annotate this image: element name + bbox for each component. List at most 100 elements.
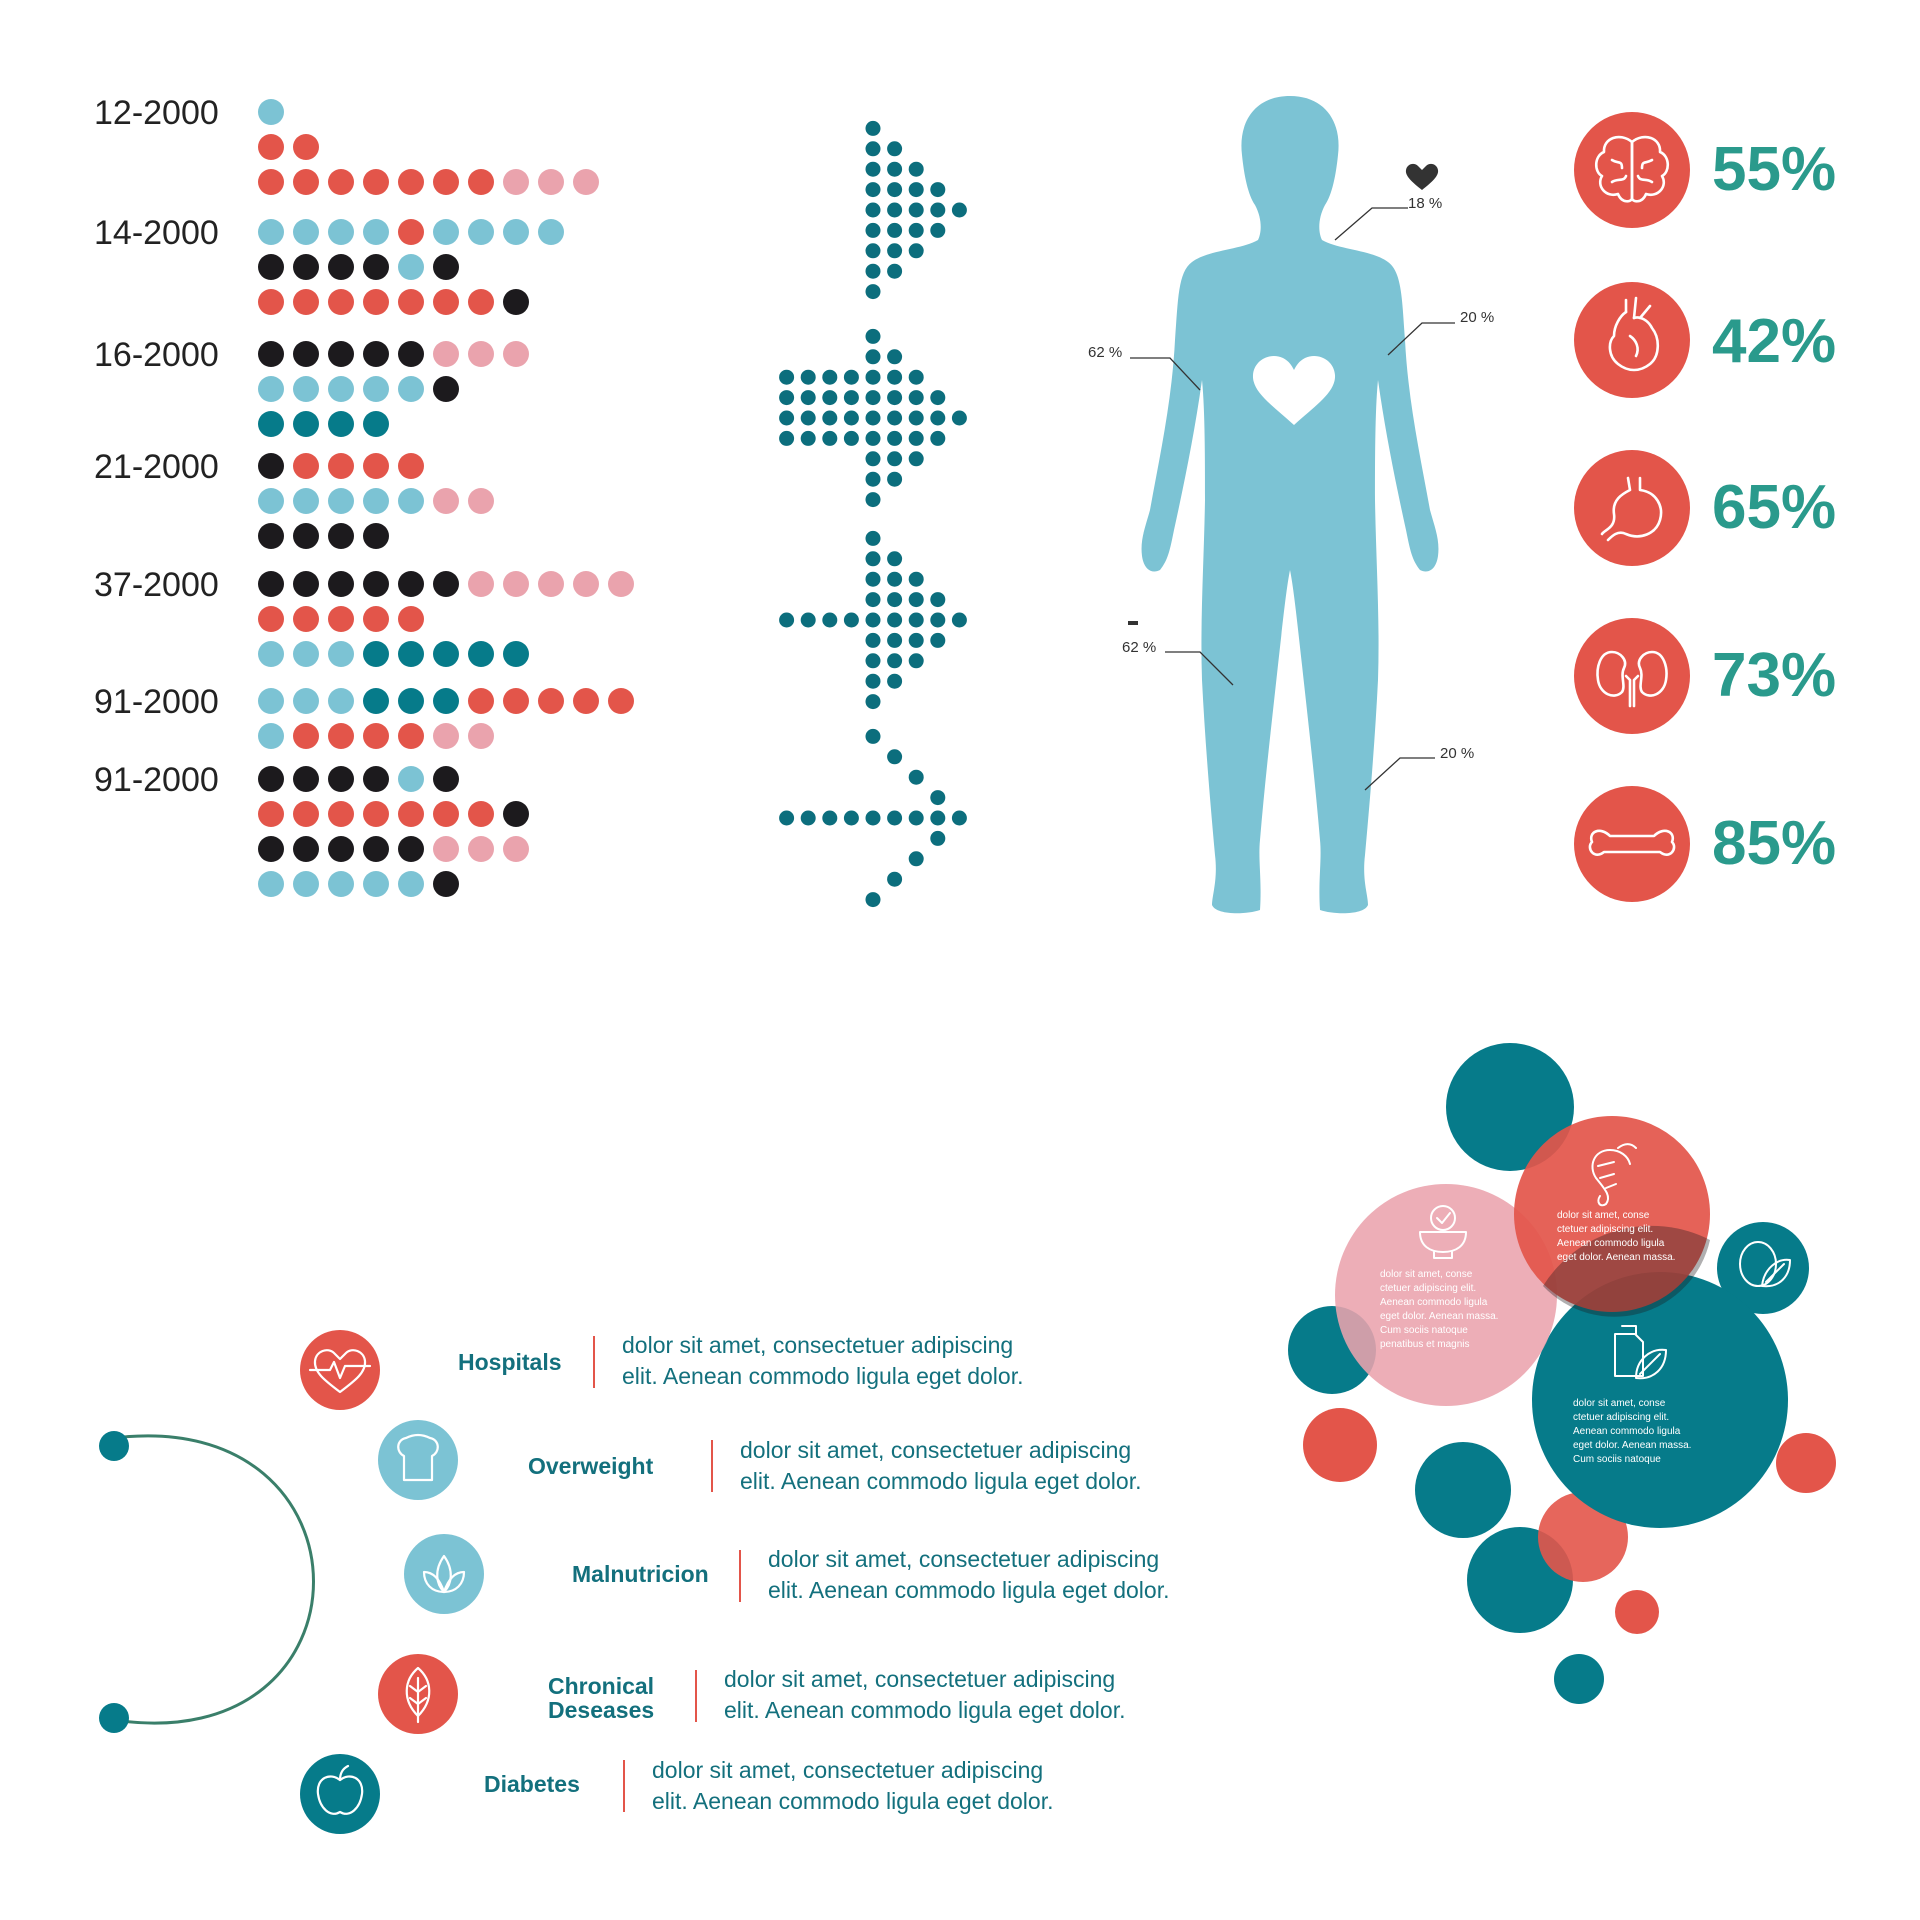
arrow-dot bbox=[887, 653, 903, 669]
dot-group-label: 16-2000 bbox=[94, 336, 219, 374]
dot bbox=[398, 376, 424, 402]
category-chronical-deseases: Chronical Deseases dolor sit amet, conse… bbox=[378, 1654, 1126, 1734]
dot bbox=[258, 571, 284, 597]
arrow-dot bbox=[887, 141, 903, 157]
arrow-dot bbox=[800, 430, 816, 446]
arrow-dot bbox=[865, 632, 881, 648]
arrow-dot bbox=[865, 243, 881, 259]
dot bbox=[468, 488, 494, 514]
dot-group-label: 21-2000 bbox=[94, 448, 219, 486]
dot bbox=[363, 341, 389, 367]
stethoscope-arc bbox=[99, 1431, 315, 1733]
arrow-dot bbox=[908, 161, 924, 177]
dot bbox=[363, 523, 389, 549]
arrow-dot bbox=[843, 430, 859, 446]
dot bbox=[328, 289, 354, 315]
dot-group-label: 14-2000 bbox=[94, 214, 219, 252]
bone-icon bbox=[1588, 829, 1676, 856]
dot bbox=[398, 254, 424, 280]
callout-left-arm bbox=[1130, 357, 1201, 391]
arrow-dot bbox=[865, 263, 881, 279]
dot bbox=[258, 488, 284, 514]
arrow-dot bbox=[951, 410, 967, 426]
dot bbox=[398, 571, 424, 597]
stomach-icon bbox=[1600, 476, 1663, 542]
dot bbox=[398, 801, 424, 827]
arrow-dot bbox=[865, 328, 881, 344]
arrow-dot bbox=[887, 243, 903, 259]
dot bbox=[398, 606, 424, 632]
arrow-dot bbox=[822, 390, 838, 406]
dot bbox=[328, 169, 354, 195]
dot bbox=[468, 169, 494, 195]
dot bbox=[363, 766, 389, 792]
dot bbox=[328, 688, 354, 714]
arrow-dot bbox=[865, 592, 881, 608]
category-hospitals: Hospitals dolor sit amet, consectetuer a… bbox=[300, 1330, 1024, 1410]
arrow-dot bbox=[887, 263, 903, 279]
arrow-dot bbox=[865, 612, 881, 628]
stethoscope-earpiece-bottom bbox=[99, 1703, 129, 1733]
arrow-dot bbox=[951, 202, 967, 218]
arrow-dot bbox=[779, 612, 795, 628]
arrow-dot bbox=[865, 530, 881, 546]
arrow-dot bbox=[865, 551, 881, 567]
dot bbox=[328, 488, 354, 514]
arrow-dot bbox=[930, 202, 946, 218]
red-text-line: dolor sit amet, conse bbox=[1557, 1210, 1650, 1221]
dot bbox=[538, 169, 564, 195]
egg-leaf-icon bbox=[1739, 1241, 1791, 1288]
arrow-dot bbox=[779, 430, 795, 446]
dot bbox=[293, 341, 319, 367]
dot bbox=[293, 571, 319, 597]
small-dash-marker bbox=[1128, 621, 1138, 625]
dot bbox=[433, 571, 459, 597]
dot bbox=[293, 871, 319, 897]
arrow-dot bbox=[865, 222, 881, 238]
teal-text-line: Cum sociis natoque bbox=[1573, 1454, 1661, 1465]
brain-percent: 55% bbox=[1712, 135, 1836, 204]
bubble-pink-text: dolor sit amet, conse ctetuer adipiscing… bbox=[1380, 1269, 1498, 1350]
arrow-dot bbox=[930, 612, 946, 628]
dot bbox=[398, 341, 424, 367]
arrow-dot bbox=[865, 141, 881, 157]
arrow-dot bbox=[908, 369, 924, 385]
heart-percent: 42% bbox=[1712, 307, 1836, 376]
dot bbox=[363, 289, 389, 315]
arrow-dot bbox=[865, 728, 881, 744]
category-desc-chronical-2: elit. Aenean commodo ligula eget dolor. bbox=[724, 1697, 1126, 1723]
dot bbox=[433, 836, 459, 862]
stethoscope-earpiece-top bbox=[99, 1431, 129, 1461]
pink-text-line: eget dolor. Aenean massa. bbox=[1380, 1311, 1498, 1322]
dot bbox=[538, 219, 564, 245]
dot bbox=[363, 871, 389, 897]
dot bbox=[433, 488, 459, 514]
dot bbox=[293, 523, 319, 549]
dot bbox=[258, 766, 284, 792]
dot bbox=[433, 219, 459, 245]
dot bbox=[293, 641, 319, 667]
dot bbox=[503, 641, 529, 667]
dot bbox=[503, 571, 529, 597]
category-title-malnutricion: Malnutricion bbox=[572, 1561, 709, 1587]
organ-stat-stomach: 65% bbox=[1574, 450, 1836, 566]
arrow-dot bbox=[908, 769, 924, 785]
bubble-teal-text: dolor sit amet, conse ctetuer adipiscing… bbox=[1573, 1398, 1691, 1465]
arrow-dot bbox=[887, 451, 903, 467]
category-desc-chronical-1: dolor sit amet, consectetuer adipiscing bbox=[724, 1666, 1115, 1692]
arrow-dot bbox=[908, 592, 924, 608]
heart-organ-icon bbox=[1608, 296, 1660, 372]
bubble-pink-large bbox=[1335, 1184, 1557, 1406]
sprout-icon bbox=[422, 1554, 466, 1594]
arrow-dot bbox=[908, 571, 924, 587]
kidneys-icon bbox=[1596, 650, 1668, 708]
arrow-dot bbox=[843, 410, 859, 426]
arrow-dot bbox=[908, 222, 924, 238]
category-malnutricion: Malnutricion dolor sit amet, consectetue… bbox=[404, 1534, 1170, 1614]
arrow-dot bbox=[887, 592, 903, 608]
dot-group-label: 91-2000 bbox=[94, 761, 219, 799]
pink-text-line: ctetuer adipiscing elit. bbox=[1380, 1283, 1476, 1294]
dot bbox=[328, 641, 354, 667]
arrow-dot bbox=[887, 161, 903, 177]
dot bbox=[363, 411, 389, 437]
